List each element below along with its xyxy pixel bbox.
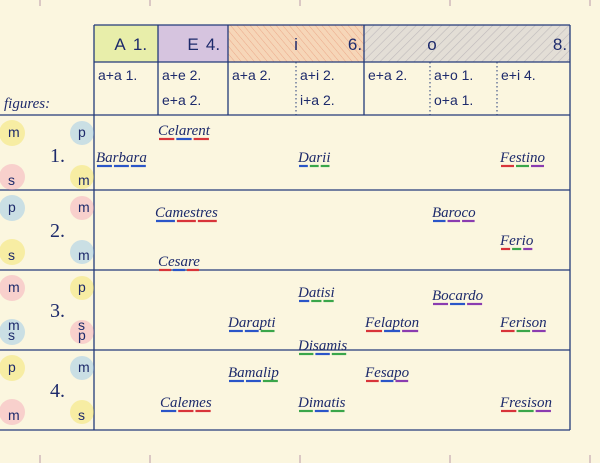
corner-letter: s xyxy=(8,247,15,263)
form-label: a+o 1. xyxy=(434,67,473,83)
corner-letter: s xyxy=(8,327,15,343)
mood-name: Baroco xyxy=(432,205,476,221)
header-label: 8. xyxy=(553,35,567,54)
color-blob xyxy=(70,320,94,344)
table-rules xyxy=(0,24,571,431)
figures-label: figures: xyxy=(4,96,50,112)
color-blob xyxy=(0,120,25,146)
form-label: a+a 2. xyxy=(232,67,271,83)
form-label: a+a 1. xyxy=(98,67,137,83)
corner-letter: m xyxy=(8,279,20,295)
form-label: e+a 2. xyxy=(368,67,407,83)
color-blob xyxy=(70,196,94,220)
color-blob xyxy=(0,239,25,265)
mood-name: Disamis xyxy=(297,338,347,354)
color-blob xyxy=(70,356,94,380)
mood-name: Calemes xyxy=(160,395,212,411)
color-blob xyxy=(0,319,25,345)
mood-name: Camestres xyxy=(155,205,218,221)
mood-name: Fresison xyxy=(499,395,552,411)
color-blob xyxy=(0,164,25,190)
corner-letter: m xyxy=(78,172,90,188)
color-blob xyxy=(70,276,94,300)
mood-name: Fesapo xyxy=(364,365,410,381)
form-label: a+i 2. xyxy=(300,67,335,83)
mood-name: Celarent xyxy=(158,123,211,139)
header-shading xyxy=(94,25,570,62)
color-blob xyxy=(0,355,25,381)
header-label: A xyxy=(114,35,126,54)
header-label: 4. xyxy=(206,35,220,54)
mood-name: Bamalip xyxy=(228,365,279,381)
mood-name: Ferison xyxy=(499,315,547,331)
figure-number: 4. xyxy=(50,380,65,402)
form-label: e+i 4. xyxy=(501,67,536,83)
figure-number: 1. xyxy=(50,145,65,167)
corner-letter: p xyxy=(78,327,86,343)
color-blob xyxy=(0,195,25,221)
mood-name: Cesare xyxy=(158,254,200,270)
mood-name: Ferio xyxy=(499,233,534,249)
color-blob xyxy=(70,240,94,264)
mood-name: Barbara xyxy=(96,150,147,166)
mood-name: Datisi xyxy=(297,285,335,301)
header-label: E xyxy=(187,35,198,54)
form-label: e+a 2. xyxy=(162,92,201,108)
form-label: o+a 1. xyxy=(434,92,473,108)
corner-letter: p xyxy=(78,124,86,140)
form-label: a+e 2. xyxy=(162,67,201,83)
header-label: 1. xyxy=(133,35,147,54)
corner-letter: p xyxy=(78,279,86,295)
corner-letter: m xyxy=(8,124,20,140)
header-label: o xyxy=(427,35,436,54)
color-blob xyxy=(70,400,94,424)
corner-letter: m xyxy=(8,407,20,423)
mood-name: Dimatis xyxy=(297,395,346,411)
mood-name: Bocardo xyxy=(432,288,484,304)
corner-letter: m xyxy=(78,359,90,375)
mood-name: Felapton xyxy=(364,315,419,331)
color-blob xyxy=(0,399,25,425)
corner-letter: p xyxy=(8,359,16,375)
figure-number: 2. xyxy=(50,220,65,242)
corner-letter: s xyxy=(8,172,15,188)
figure-number: 3. xyxy=(50,300,65,322)
color-blob xyxy=(70,121,94,145)
form-label: i+a 2. xyxy=(300,92,335,108)
corner-letter: m xyxy=(78,199,90,215)
header-label: 6. xyxy=(348,35,362,54)
mood-name: Darapti xyxy=(227,315,276,331)
corner-letter: s xyxy=(78,317,85,333)
mood-name: Darii xyxy=(297,150,331,166)
header-label: i xyxy=(294,35,298,54)
color-blob xyxy=(70,165,94,189)
color-blob xyxy=(0,275,25,301)
corner-letter: m xyxy=(8,317,20,333)
corner-letter: m xyxy=(78,247,90,263)
corner-letter: p xyxy=(8,199,16,215)
corner-letter: s xyxy=(78,407,85,423)
mood-name: Festino xyxy=(499,150,545,166)
